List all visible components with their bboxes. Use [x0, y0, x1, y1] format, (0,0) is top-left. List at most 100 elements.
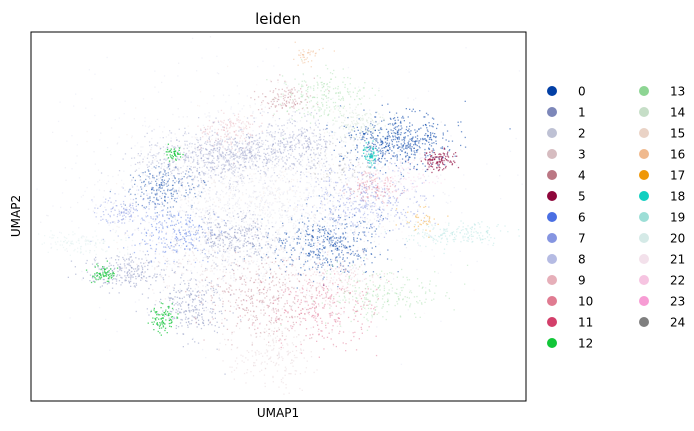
scatter-point-cluster-2: [254, 225, 256, 227]
scatter-point-cluster-1: [230, 242, 232, 244]
scatter-point-cluster-2: [124, 189, 126, 191]
scatter-point-cluster-2: [382, 195, 384, 197]
scatter-point-cluster-8: [267, 233, 270, 235]
scatter-point-cluster-0: [367, 146, 369, 148]
scatter-point-cluster-7: [375, 184, 377, 186]
scatter-point-cluster-8: [179, 206, 181, 208]
scatter-point-cluster-1: [201, 251, 203, 254]
scatter-point-cluster-1: [285, 163, 287, 165]
scatter-point-cluster-2: [267, 194, 269, 197]
scatter-point-cluster-8: [398, 293, 400, 295]
scatter-point-cluster-0: [274, 250, 276, 252]
scatter-point-cluster-1: [311, 167, 313, 169]
scatter-point-cluster-7: [378, 235, 380, 238]
scatter-point-cluster-2: [315, 181, 318, 183]
scatter-point-cluster-2: [269, 215, 272, 217]
scatter-point-cluster-1: [180, 194, 183, 196]
scatter-point-cluster-2: [338, 192, 341, 194]
scatter-point-cluster-1: [305, 168, 308, 170]
scatter-point-cluster-7: [379, 178, 381, 180]
scatter-point-cluster-0: [322, 255, 324, 257]
scatter-point-cluster-1: [213, 157, 215, 159]
scatter-point-cluster-2: [102, 201, 105, 203]
scatter-point-cluster-5: [453, 153, 455, 155]
scatter-point-cluster-1: [251, 146, 253, 148]
scatter-point-cluster-2: [192, 177, 194, 180]
scatter-point-cluster-1: [225, 154, 227, 157]
scatter-point-cluster-2: [236, 206, 238, 208]
scatter-point-cluster-8: [279, 293, 281, 295]
scatter-point-cluster-5: [424, 158, 426, 160]
scatter-point-cluster-1: [204, 142, 206, 144]
scatter-point-cluster-2: [93, 196, 95, 198]
scatter-point-cluster-2: [317, 147, 320, 149]
scatter-point-cluster-8: [232, 212, 234, 214]
scatter-point-cluster-2: [206, 224, 208, 226]
scatter-point-cluster-1: [184, 159, 186, 161]
scatter-point-cluster-2: [286, 191, 288, 193]
scatter-point-cluster-0: [382, 150, 384, 152]
scatter-point-cluster-0: [357, 258, 359, 260]
scatter-point-cluster-1: [299, 112, 301, 114]
scatter-point-cluster-2: [205, 310, 208, 312]
scatter-point-cluster-2: [232, 243, 234, 245]
scatter-point-cluster-8: [198, 209, 200, 211]
scatter-point-cluster-2: [254, 208, 257, 210]
scatter-point-cluster-1: [228, 159, 230, 162]
scatter-point-cluster-1: [278, 237, 280, 239]
scatter-point-cluster-8: [81, 270, 83, 273]
scatter-point-cluster-2: [263, 216, 266, 219]
scatter-point-cluster-1: [274, 142, 277, 144]
scatter-point-cluster-7: [348, 202, 351, 204]
scatter-point-cluster-8: [176, 166, 178, 168]
scatter-point-cluster-0: [389, 147, 391, 149]
scatter-point-cluster-2: [299, 252, 301, 255]
scatter-point-cluster-0: [396, 159, 398, 161]
scatter-point-cluster-0: [342, 257, 344, 259]
scatter-point-cluster-2: [259, 208, 261, 211]
scatter-point-cluster-7: [331, 217, 333, 219]
scatter-point-cluster-1: [152, 157, 154, 159]
scatter-point-cluster-2: [271, 167, 273, 169]
scatter-point-cluster-0: [334, 242, 336, 244]
scatter-point-cluster-2: [319, 212, 321, 214]
scatter-point-cluster-7: [361, 192, 363, 194]
scatter-point-cluster-1: [217, 174, 220, 176]
scatter-point-cluster-7: [397, 188, 400, 190]
scatter-point-cluster-1: [201, 170, 203, 173]
scatter-point-cluster-7: [424, 195, 426, 197]
scatter-point-cluster-8: [345, 141, 347, 143]
scatter-point-cluster-7: [410, 211, 412, 213]
scatter-point-cluster-8: [237, 201, 239, 203]
scatter-point-cluster-2: [351, 176, 353, 178]
scatter-point-cluster-2: [332, 124, 334, 126]
scatter-point-cluster-0: [339, 155, 341, 157]
scatter-point-cluster-1: [271, 125, 273, 127]
scatter-point-cluster-0: [341, 243, 343, 245]
scatter-point-cluster-2: [222, 219, 224, 221]
scatter-point-cluster-1: [255, 143, 258, 145]
scatter-point-cluster-0: [314, 261, 316, 263]
scatter-point-cluster-1: [321, 145, 323, 147]
scatter-point-cluster-0: [396, 157, 398, 159]
scatter-point-cluster-8: [254, 152, 256, 154]
scatter-point-cluster-0: [307, 239, 309, 241]
scatter-point-cluster-1: [211, 154, 213, 157]
scatter-point-cluster-8: [229, 222, 231, 224]
scatter-point-cluster-0: [159, 186, 161, 188]
scatter-point-cluster-1: [291, 147, 293, 149]
scatter-point-cluster-1: [272, 239, 274, 241]
scatter-point-cluster-1: [235, 237, 237, 239]
scatter-point-cluster-1: [252, 149, 254, 151]
scatter-point-cluster-1: [257, 149, 260, 151]
scatter-point-cluster-2: [160, 206, 162, 208]
scatter-point-cluster-0: [429, 137, 431, 139]
scatter-point-cluster-2: [355, 267, 357, 270]
scatter-point-cluster-1: [278, 148, 281, 150]
scatter-point-cluster-0: [394, 119, 396, 122]
scatter-point-cluster-2: [158, 177, 160, 180]
scatter-point-cluster-1: [236, 156, 238, 158]
scatter-point-cluster-7: [406, 189, 408, 191]
scatter-point-cluster-0: [174, 182, 176, 184]
scatter-point-cluster-2: [66, 250, 68, 252]
